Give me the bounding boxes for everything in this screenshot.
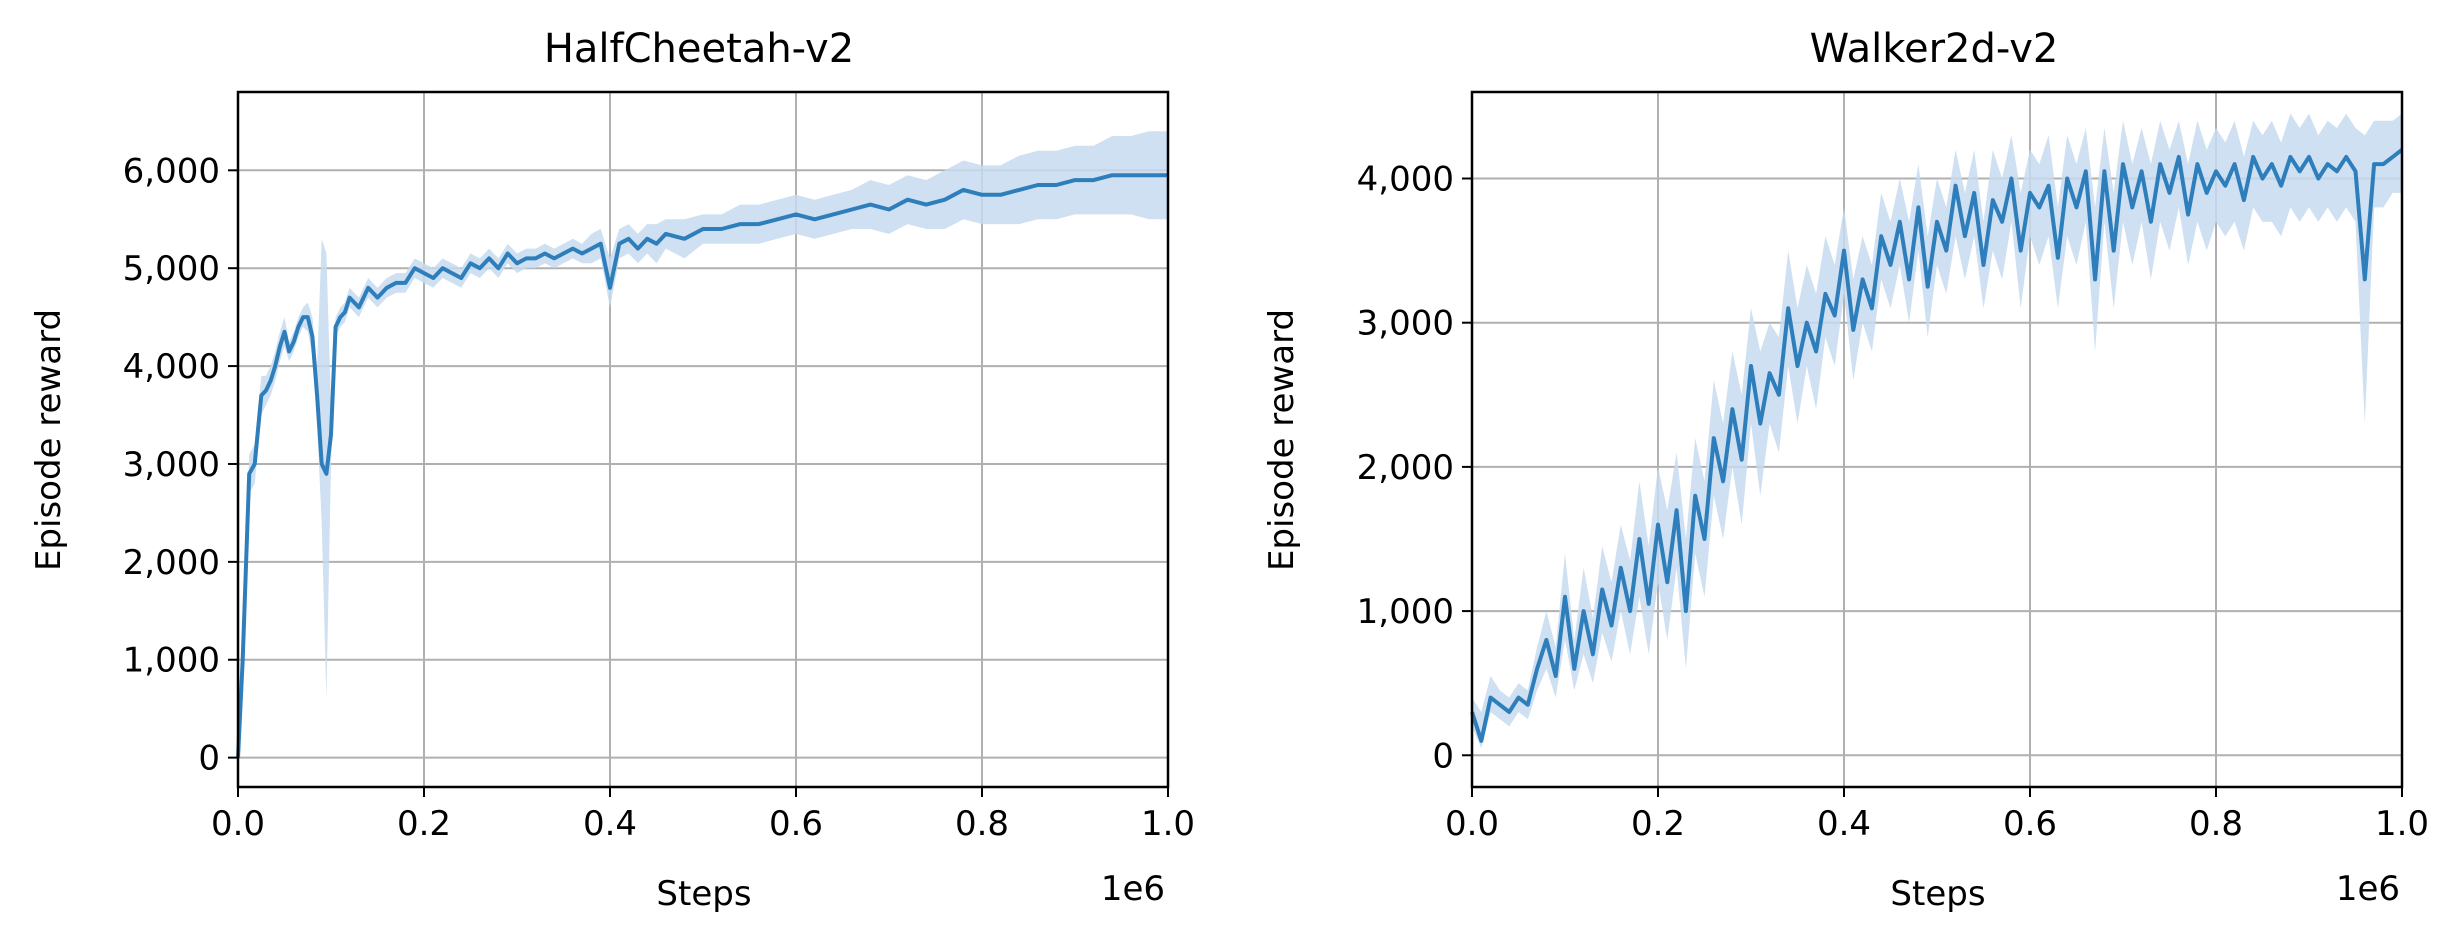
- chart-title: Walker2d-v2: [1810, 26, 2059, 72]
- y-tick-label: 3,000: [123, 445, 220, 485]
- y-tick-label: 2,000: [1357, 448, 1454, 488]
- y-tick-label: 3,000: [1357, 304, 1454, 344]
- x-tick-label: 0.2: [1631, 804, 1685, 844]
- x-tick-label: 0.0: [1445, 804, 1499, 844]
- y-tick-label: 4,000: [123, 347, 220, 387]
- y-tick-label: 5,000: [123, 249, 220, 289]
- x-offset-label: 1e6: [2336, 869, 2400, 909]
- x-tick-label: 0.4: [1817, 804, 1871, 844]
- x-offset-label: 1e6: [1101, 869, 1165, 909]
- series-line: [1470, 148, 2404, 743]
- plot-area: 0.0 0.2 0.4 0.6 0.8 1.0 0 1,000 2,000 3,000 4,000 5…: [123, 90, 1195, 844]
- x-axis-label: Steps: [656, 874, 751, 914]
- plot-area: 0.0 0.2 0.4 0.6 0.8 1.0 0 1,000 2,000 3,000 4,000: [1357, 90, 2429, 844]
- x-tick-label: 1.0: [1141, 804, 1195, 844]
- x-tick-label: 0.8: [955, 804, 1009, 844]
- series-line: [236, 173, 1168, 758]
- y-tick-label: 2,000: [123, 543, 220, 583]
- chart-walker2d: 0.0 0.2 0.4 0.6 0.8 1.001,0002,0003,0004,000 …: [1262, 26, 2429, 914]
- x-tick-label: 0.2: [397, 804, 451, 844]
- y-tick-label: 0: [198, 739, 220, 779]
- series-confidence-band: [1472, 113, 2402, 749]
- y-tick-label: 0: [1432, 736, 1454, 776]
- x-tick-label: 1.0: [2375, 804, 2429, 844]
- axes-frame: [236, 90, 1170, 789]
- series-confidence-band: [238, 131, 1168, 758]
- x-tick-label: 0.8: [2189, 804, 2243, 844]
- x-tick-label: 0.4: [583, 804, 637, 844]
- y-tick-label: 4,000: [1357, 160, 1454, 200]
- y-tick-label: 6,000: [123, 151, 220, 191]
- x-tick-label: 0.6: [769, 804, 823, 844]
- y-axis-label: Episode reward: [29, 309, 69, 571]
- y-tick-label: 1,000: [1357, 592, 1454, 632]
- chart-halfcheetah: 0.0 0.2 0.4 0.6 0.8 1.0 0 1,000 2,000 3,000 4,000 5…: [29, 26, 1195, 914]
- x-tick-label: 0.6: [2003, 804, 2057, 844]
- y-tick-label: 1,000: [123, 641, 220, 681]
- x-axis-label: Steps: [1890, 874, 1985, 914]
- y-axis-label: Episode reward: [1262, 309, 1302, 571]
- chart-title: HalfCheetah-v2: [544, 26, 854, 72]
- axes-frame: [1470, 90, 2404, 789]
- x-tick-label: 0.0: [211, 804, 265, 844]
